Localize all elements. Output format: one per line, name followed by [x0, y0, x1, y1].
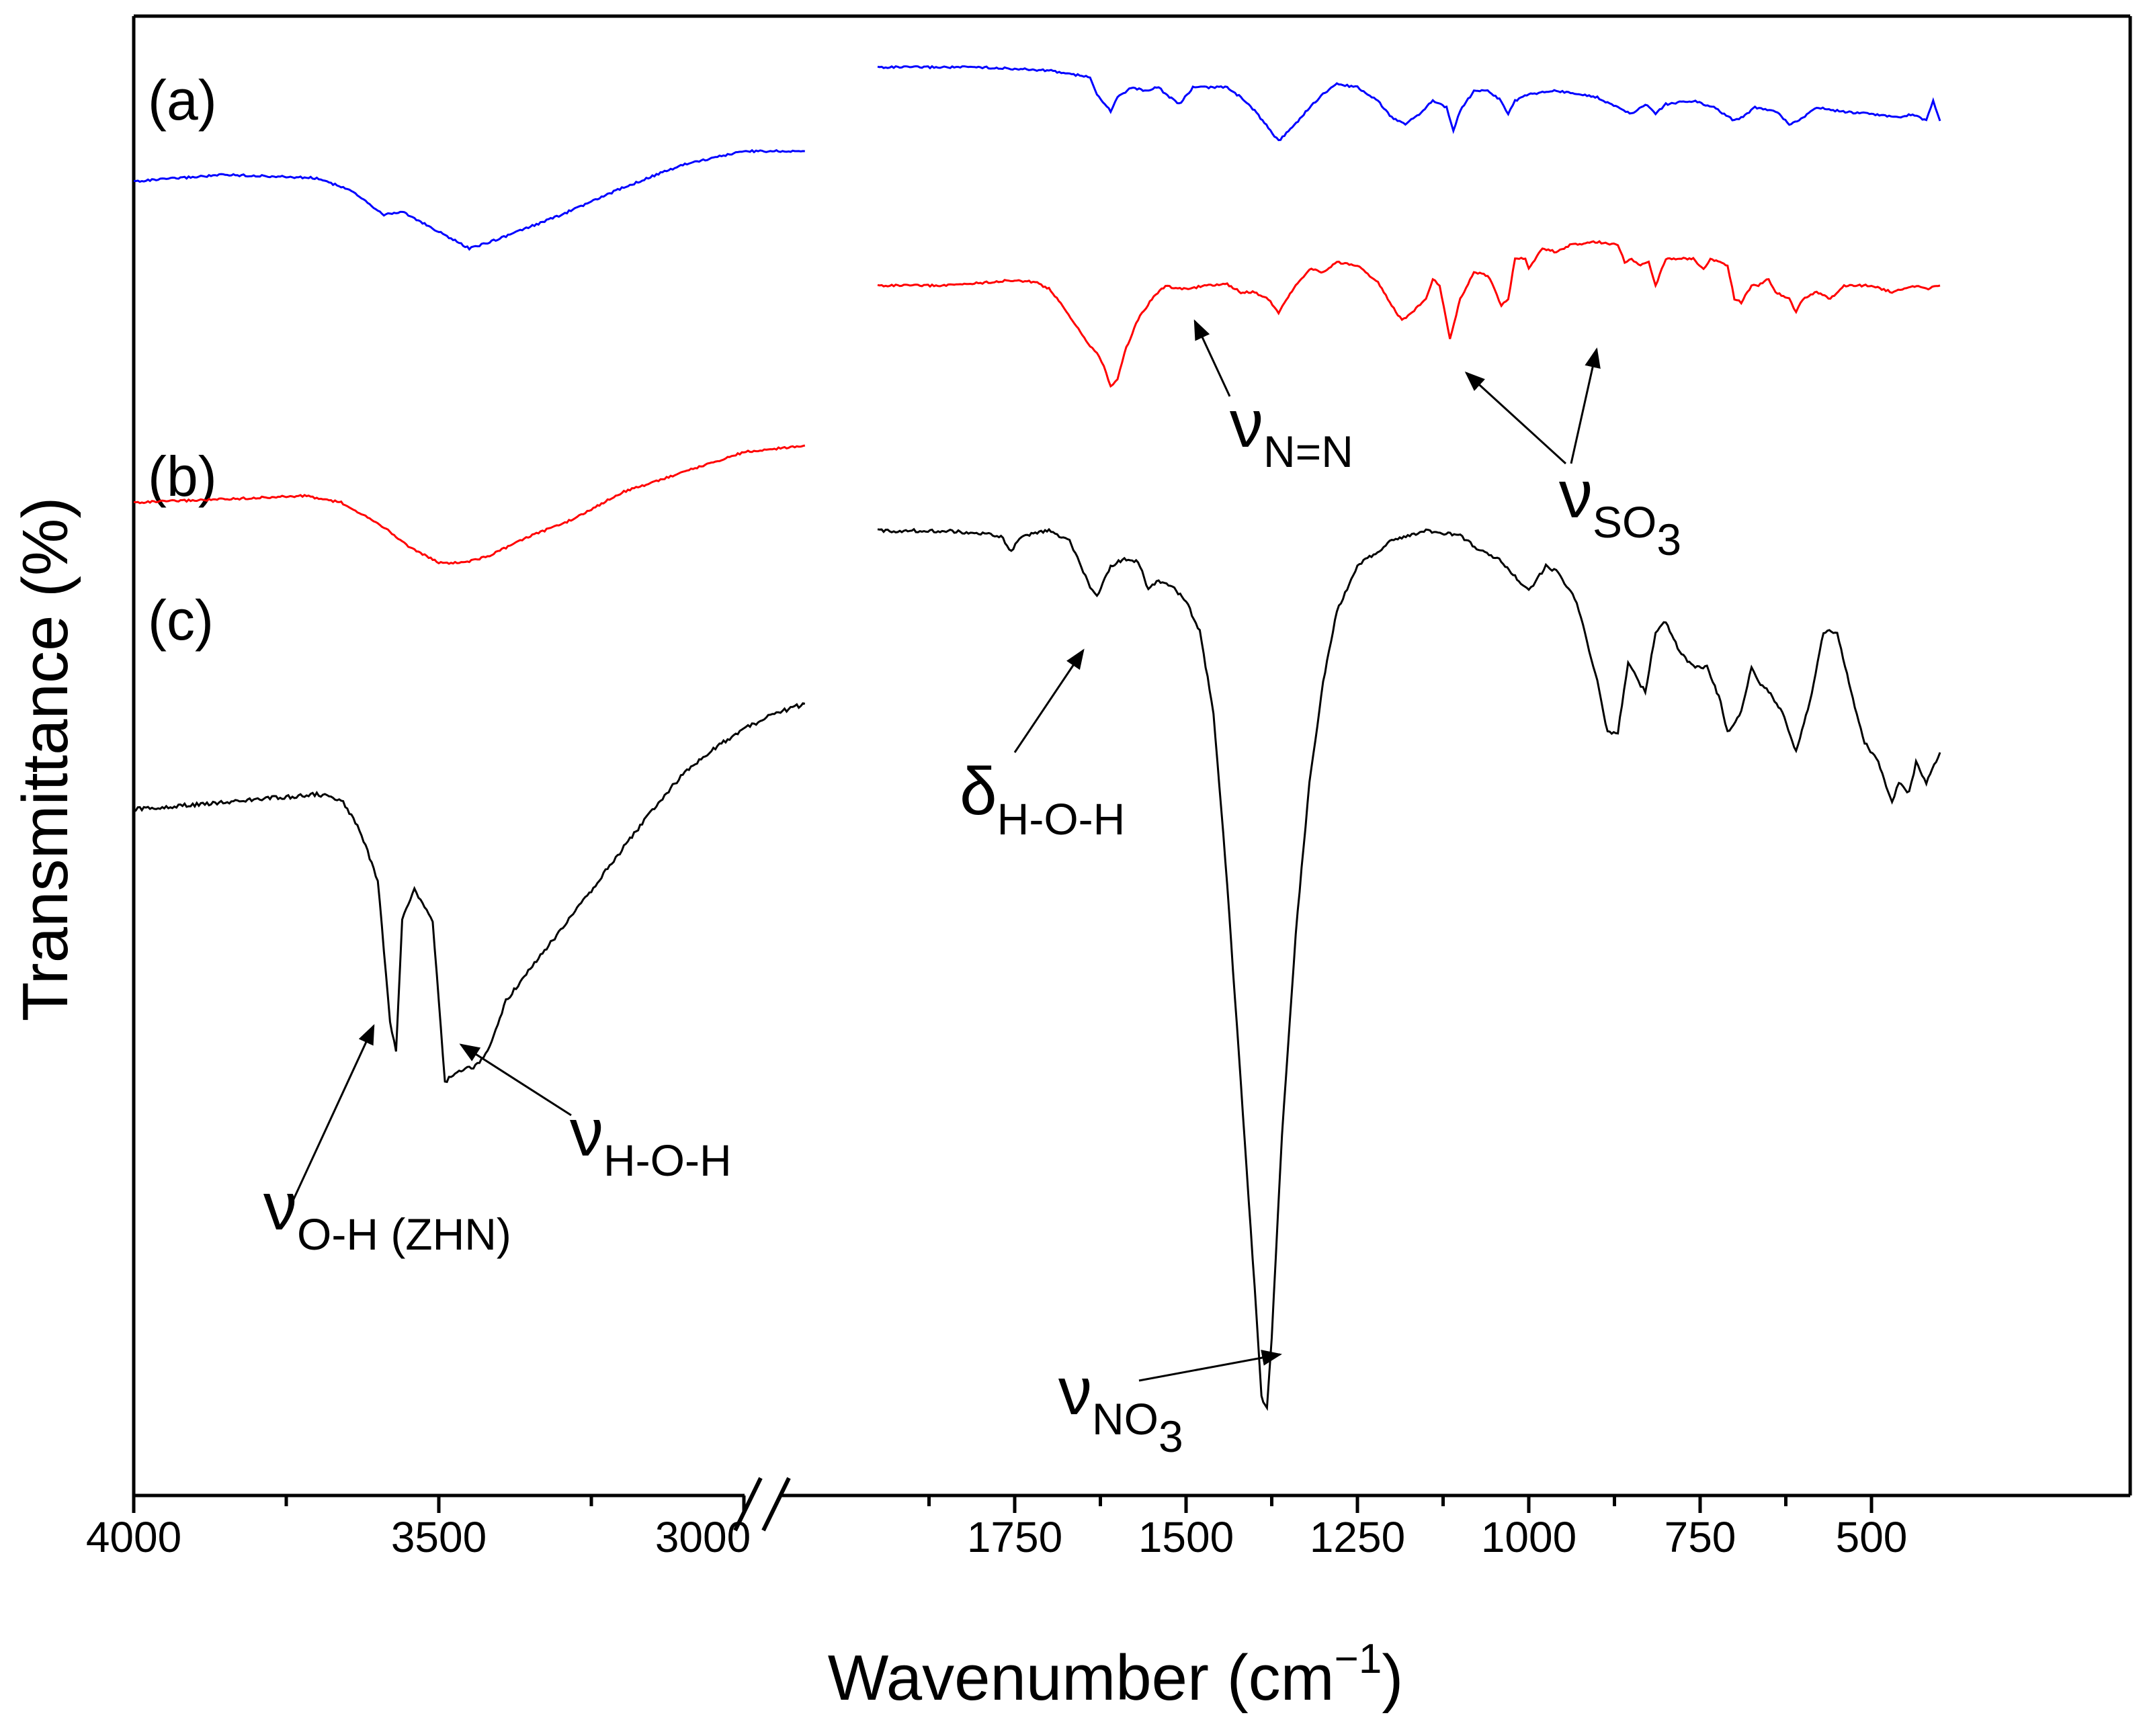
- series-b-line-left: [133, 444, 806, 565]
- annotation-hoh-bend: δH-O-H: [960, 754, 1125, 844]
- x-tick-label-1500: 1500: [1138, 1513, 1234, 1561]
- axis-break-marks: [733, 1477, 791, 1532]
- series-a-line-right: [877, 64, 1941, 142]
- series-c: [133, 527, 1941, 1412]
- x-tick-label-1000: 1000: [1481, 1513, 1576, 1561]
- annotation-hoh-stretch: νH-O-H: [570, 1095, 732, 1185]
- series-label-a: (a): [148, 69, 217, 132]
- x-tick-label-4000: 4000: [86, 1513, 181, 1561]
- arrow-oh-zhn: [288, 1024, 375, 1210]
- x-tick-label-1750: 1750: [967, 1513, 1062, 1561]
- annotation-nn: νN=N: [1230, 386, 1353, 476]
- annotation-oh-zhn: νO-H (ZHN): [263, 1169, 511, 1259]
- annotation-arrows: [288, 319, 1601, 1382]
- arrow-so3-b: [1570, 347, 1601, 464]
- arrow-hoh-bend: [1013, 648, 1085, 753]
- y-axis-title: Transmittance (%): [9, 497, 81, 1022]
- x-tick-label-750: 750: [1665, 1513, 1736, 1561]
- annotation-so3: νSO3: [1559, 457, 1681, 564]
- arrow-no3: [1138, 1350, 1282, 1382]
- series-label-b: (b): [148, 445, 217, 508]
- series-a-line-left: [133, 148, 805, 251]
- annotation-no3: νNO3: [1058, 1354, 1183, 1461]
- arrow-hoh-stretch: [459, 1043, 572, 1117]
- series-c-line-right: [877, 527, 1941, 1412]
- x-axis-ticks: [132, 1495, 1874, 1513]
- plot-frame: [132, 14, 2132, 1498]
- arrow-so3-a: [1464, 371, 1567, 465]
- series-b: [133, 240, 1941, 565]
- series-b-line-right: [877, 240, 1941, 388]
- series-c-line-left: [133, 702, 806, 1084]
- arrow-nn: [1193, 319, 1231, 397]
- series-a: [133, 64, 1941, 251]
- x-tick-label-3000: 3000: [655, 1513, 751, 1561]
- x-axis-title: Wavenumber (cm−1): [828, 1636, 1404, 1714]
- x-tick-label-500: 500: [1836, 1513, 1908, 1561]
- x-tick-label-3500: 3500: [391, 1513, 487, 1561]
- series-label-c: (c): [148, 589, 214, 652]
- x-tick-label-1250: 1250: [1310, 1513, 1405, 1561]
